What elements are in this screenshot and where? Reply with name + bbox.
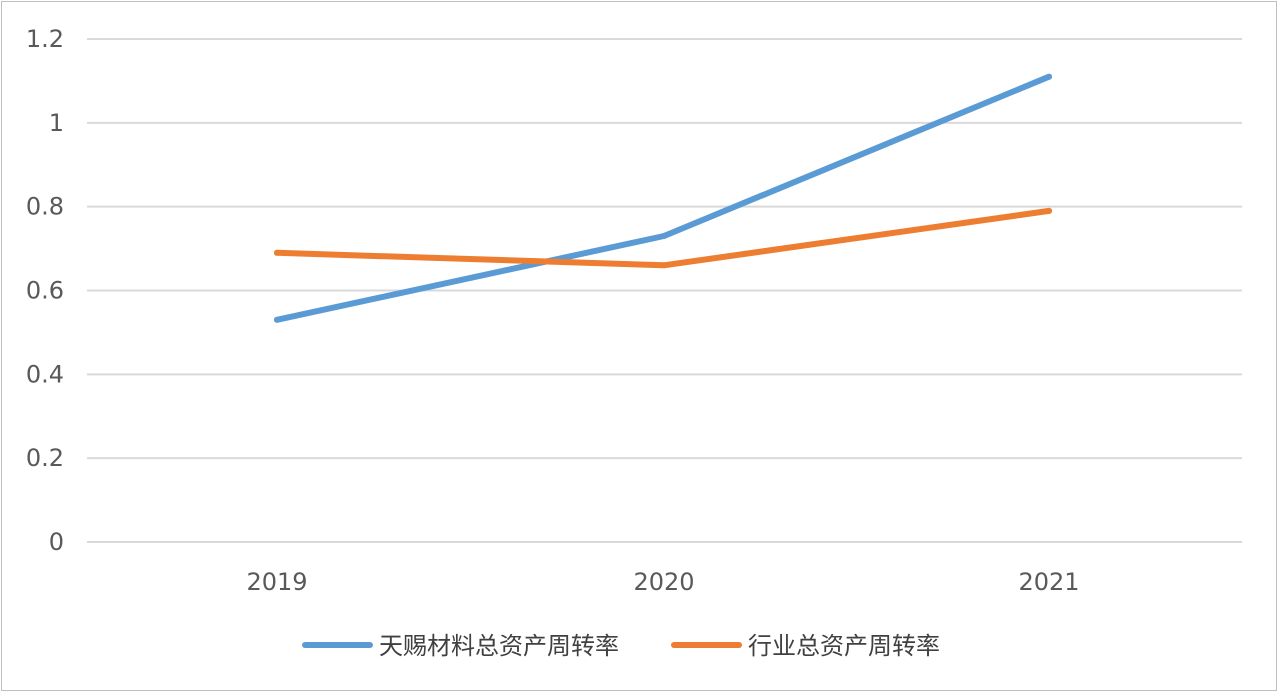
y-tick-label: 1: [49, 109, 64, 137]
data-point: [661, 233, 667, 239]
legend: 天赐材料总资产周转率 行业总资产周转率: [302, 632, 940, 660]
data-point: [274, 316, 280, 323]
y-tick-label: 0.6: [26, 277, 64, 305]
data-point: [274, 249, 280, 256]
legend-label-1: 天赐材料总资产周转率: [379, 632, 619, 660]
x-tick-label: 2019: [246, 568, 307, 596]
x-tick-label: 2021: [1018, 568, 1079, 596]
series-lines: [274, 73, 1052, 323]
gridlines: [87, 38, 1242, 543]
y-tick-label: 0.8: [26, 193, 64, 221]
y-tick-label: 0: [49, 528, 64, 556]
y-tick-label: 1.2: [26, 25, 64, 53]
y-tick-label: 0.4: [26, 360, 64, 388]
y-tick-label: 0.2: [26, 444, 64, 472]
data-point: [1046, 73, 1052, 80]
data-point: [661, 262, 667, 269]
series-line-1: [274, 73, 1052, 323]
legend-label-2: 行业总资产周转率: [748, 632, 940, 660]
data-point: [1046, 207, 1052, 214]
y-axis-tick-labels: 0 0.2 0.4 0.6 0.8 1 1.2: [26, 25, 64, 556]
x-tick-label: 2020: [633, 568, 694, 596]
x-axis-tick-labels: 2019 2020 2021: [246, 568, 1079, 596]
